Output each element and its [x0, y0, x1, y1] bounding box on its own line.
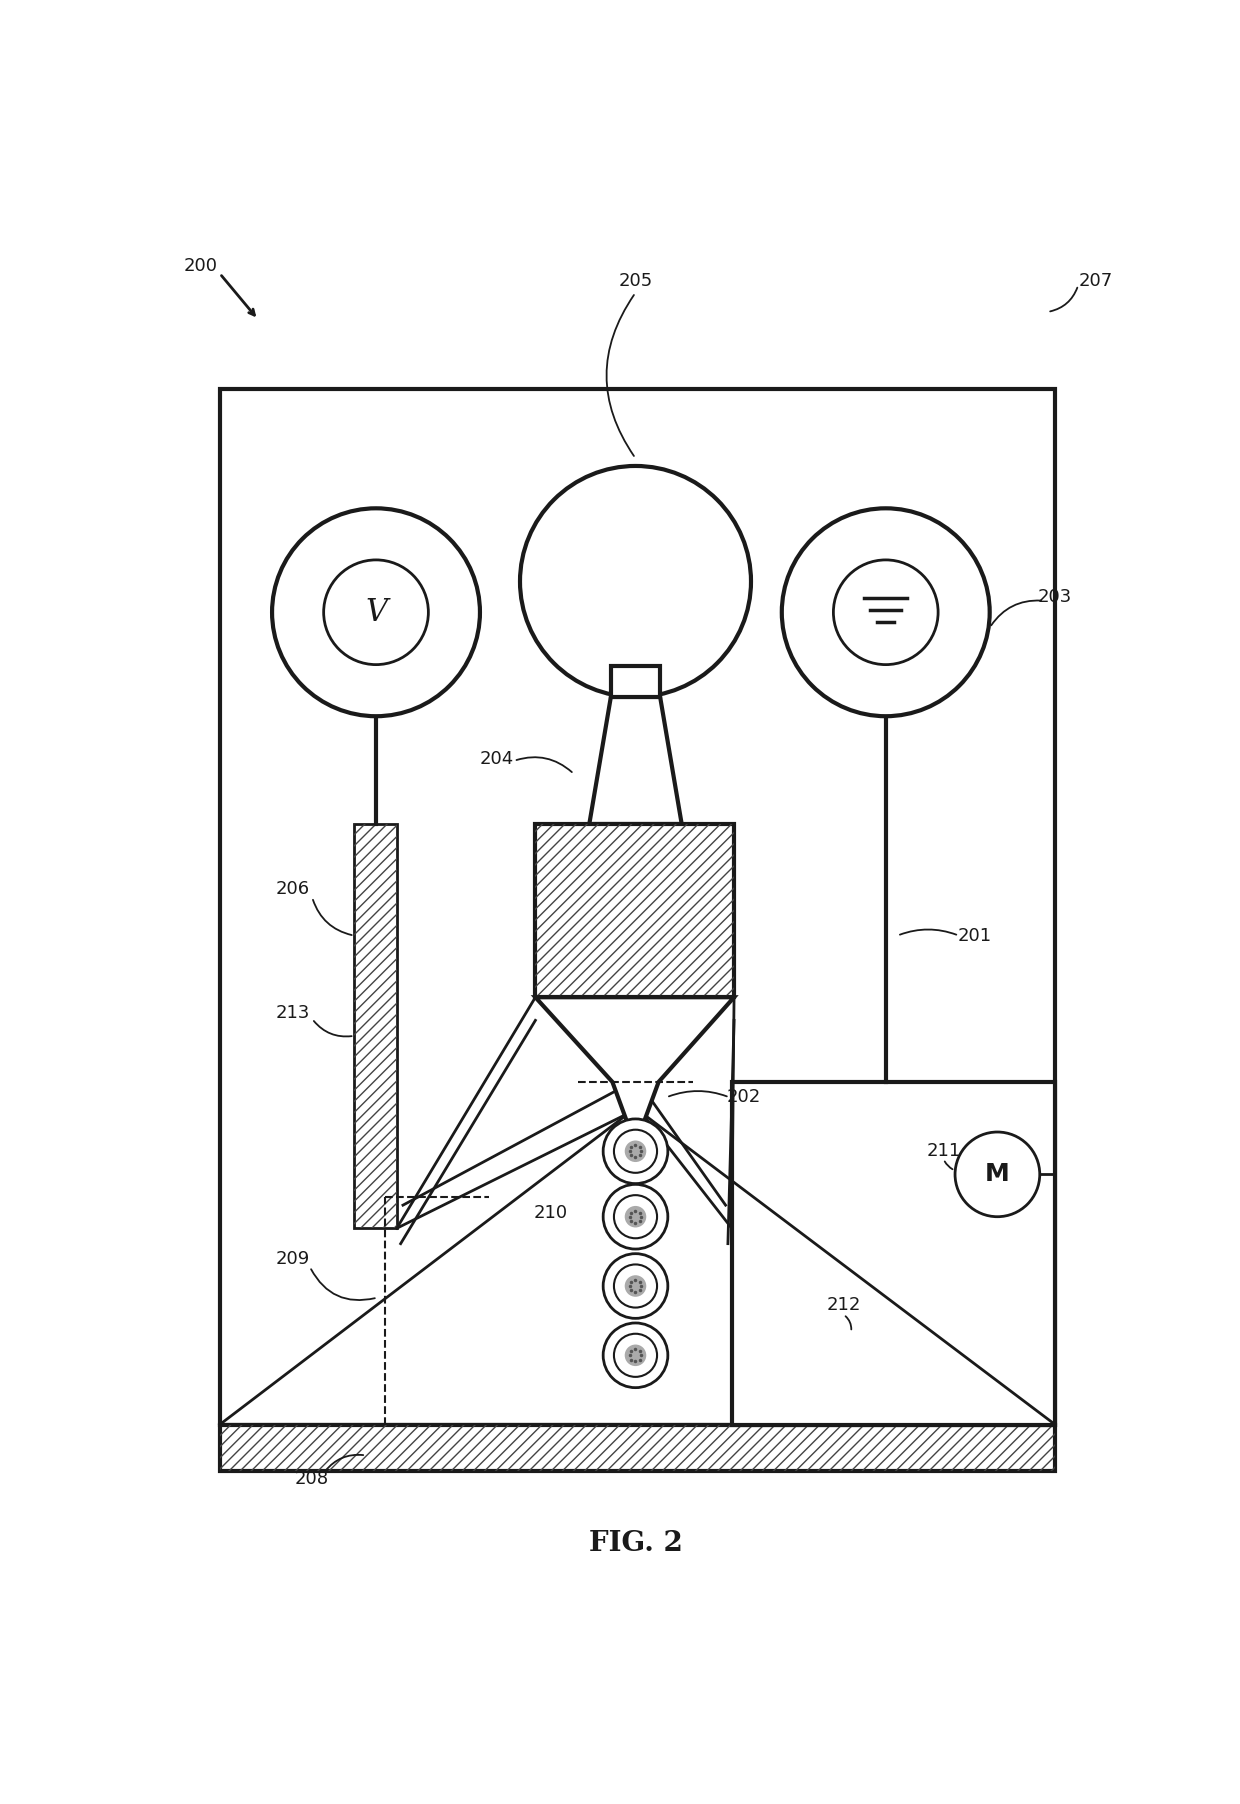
- Circle shape: [955, 1133, 1040, 1216]
- Polygon shape: [536, 998, 734, 1128]
- Text: 206: 206: [275, 880, 310, 898]
- Circle shape: [833, 559, 939, 664]
- Text: 213: 213: [275, 1003, 310, 1021]
- FancyBboxPatch shape: [355, 824, 397, 1229]
- Text: 211: 211: [926, 1142, 961, 1160]
- Text: 203: 203: [1038, 588, 1073, 606]
- Text: 212: 212: [826, 1297, 861, 1315]
- Circle shape: [520, 465, 751, 696]
- Circle shape: [603, 1185, 668, 1248]
- FancyBboxPatch shape: [732, 1082, 1055, 1425]
- Circle shape: [614, 1196, 657, 1238]
- Text: FIG. 2: FIG. 2: [589, 1530, 682, 1557]
- Text: 210: 210: [533, 1203, 568, 1221]
- Circle shape: [625, 1275, 646, 1297]
- Text: 208: 208: [295, 1470, 329, 1488]
- Polygon shape: [219, 390, 1055, 1425]
- Circle shape: [603, 1254, 668, 1319]
- Text: 205: 205: [619, 272, 652, 290]
- Circle shape: [781, 509, 990, 716]
- Circle shape: [625, 1205, 646, 1227]
- Text: M: M: [985, 1162, 1009, 1187]
- Circle shape: [625, 1344, 646, 1366]
- Circle shape: [614, 1333, 657, 1376]
- FancyBboxPatch shape: [536, 824, 734, 998]
- Circle shape: [614, 1129, 657, 1173]
- Text: 204: 204: [480, 749, 515, 767]
- Circle shape: [614, 1265, 657, 1308]
- Polygon shape: [589, 696, 682, 824]
- Circle shape: [324, 559, 428, 664]
- Text: 207: 207: [1079, 272, 1112, 290]
- Text: 200: 200: [184, 256, 217, 274]
- Text: 202: 202: [727, 1088, 760, 1106]
- Circle shape: [272, 509, 480, 716]
- Text: 201: 201: [957, 927, 991, 945]
- FancyBboxPatch shape: [611, 666, 660, 696]
- Text: V: V: [365, 597, 387, 628]
- FancyBboxPatch shape: [219, 1425, 1055, 1470]
- Circle shape: [603, 1322, 668, 1387]
- Circle shape: [625, 1140, 646, 1162]
- Circle shape: [603, 1118, 668, 1183]
- Text: 209: 209: [275, 1250, 310, 1268]
